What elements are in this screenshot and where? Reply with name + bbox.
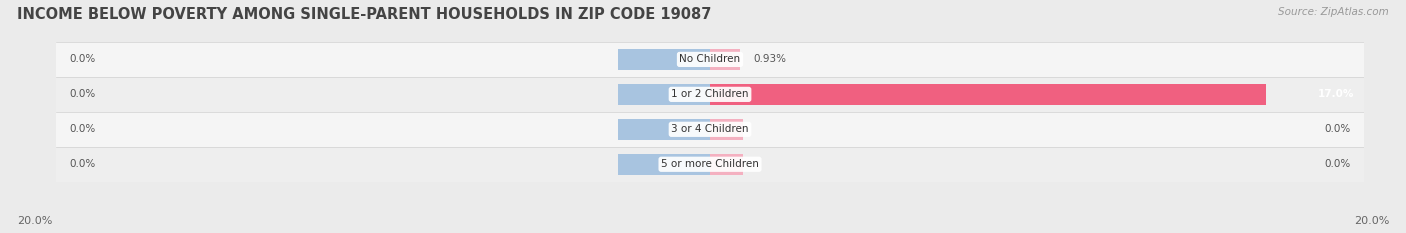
Text: 0.0%: 0.0% (69, 124, 96, 134)
Bar (619, 49, 710, 70)
Text: 0.93%: 0.93% (754, 55, 786, 64)
Text: 20.0%: 20.0% (17, 216, 52, 226)
Text: 5 or more Children: 5 or more Children (661, 159, 759, 169)
Text: INCOME BELOW POVERTY AMONG SINGLE-PARENT HOUSEHOLDS IN ZIP CODE 19087: INCOME BELOW POVERTY AMONG SINGLE-PARENT… (17, 7, 711, 22)
Text: 0.0%: 0.0% (69, 55, 96, 64)
Bar (710, 84, 1265, 105)
Text: 20.0%: 20.0% (1354, 216, 1389, 226)
Bar (619, 119, 710, 140)
Text: 3 or 4 Children: 3 or 4 Children (671, 124, 749, 134)
Text: 1 or 2 Children: 1 or 2 Children (671, 89, 749, 99)
Bar (619, 84, 710, 105)
Text: 0.0%: 0.0% (69, 89, 96, 99)
Text: No Children: No Children (679, 55, 741, 64)
Text: Source: ZipAtlas.com: Source: ZipAtlas.com (1278, 7, 1389, 17)
Text: 0.0%: 0.0% (1324, 159, 1351, 169)
Bar (56, 77, 1364, 112)
Text: 0.0%: 0.0% (69, 159, 96, 169)
Bar (619, 154, 710, 175)
Bar (56, 112, 1364, 147)
Bar (710, 119, 742, 140)
Bar (56, 42, 1364, 77)
Text: 17.0%: 17.0% (1317, 89, 1354, 99)
Bar (710, 49, 741, 70)
Bar (56, 147, 1364, 182)
Bar (710, 154, 742, 175)
Text: 0.0%: 0.0% (1324, 124, 1351, 134)
